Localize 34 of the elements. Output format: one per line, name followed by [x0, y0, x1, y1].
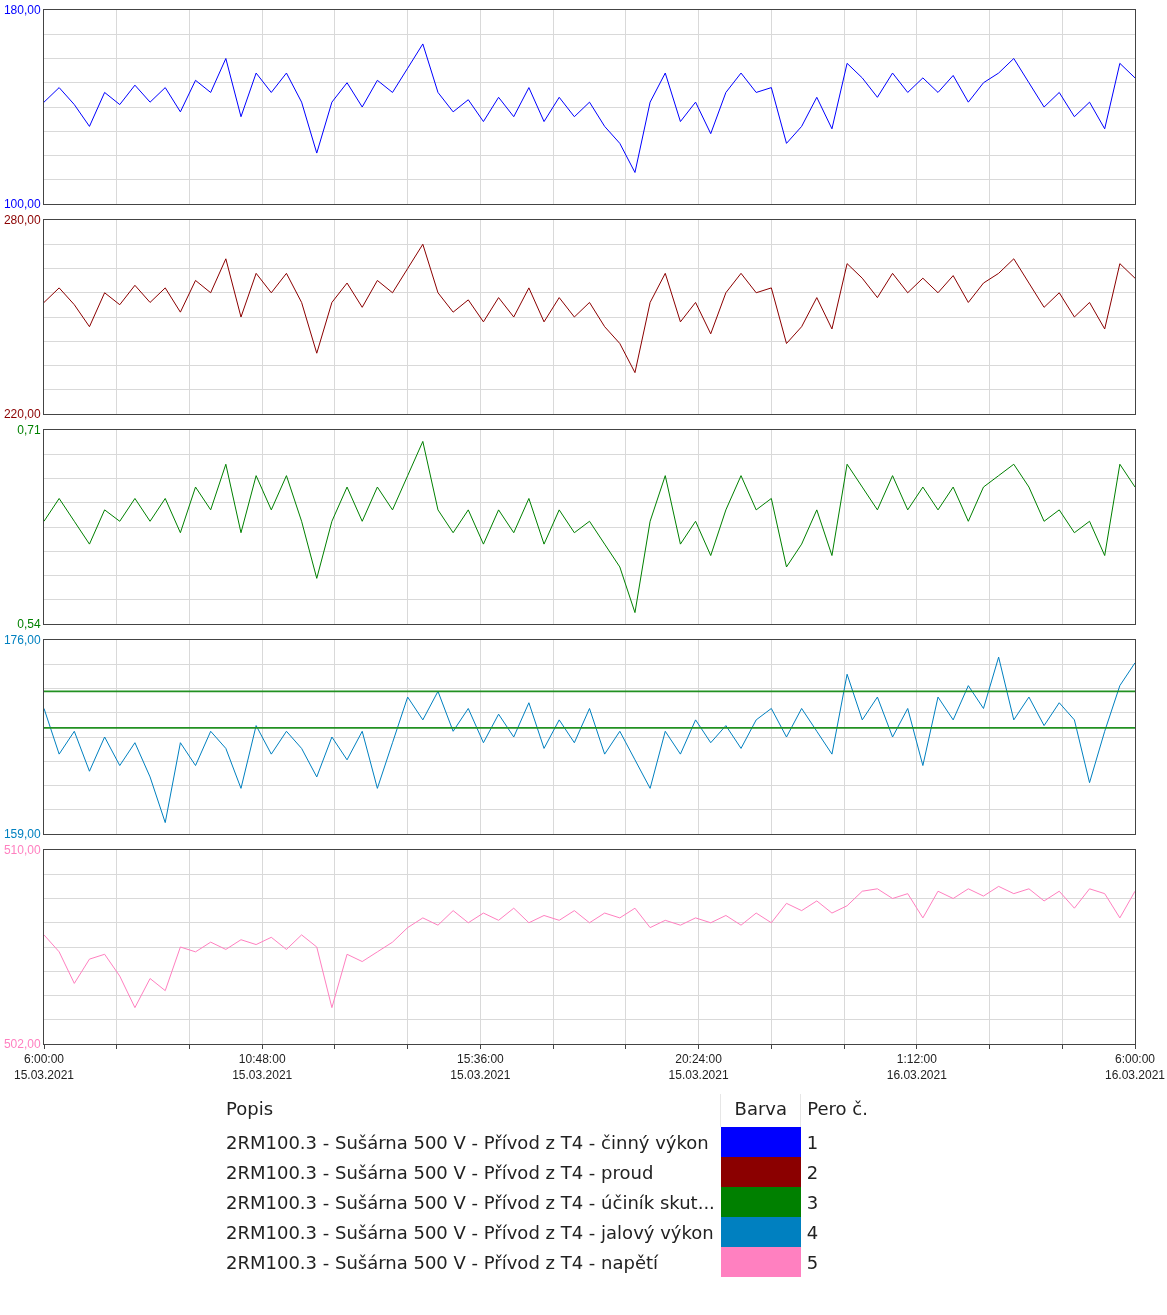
text: 4: [805, 1220, 820, 1245]
x-tick-label: 15:36:00 15.03.2021: [450, 1052, 511, 1082]
text: 3: [805, 1190, 820, 1215]
text: 2RM100.3 - Sušárna 500 V - Přívod z T4 - proud: [225, 1160, 655, 1185]
y-tick-label: 180,00: [3, 3, 41, 18]
text: 1: [805, 1130, 820, 1155]
legend-title: Popis: [225, 1097, 275, 1121]
text: Pero č.: [806, 1097, 869, 1121]
x-tick-label: 1:12:00 16.03.2021: [886, 1052, 948, 1082]
legend-label: 2RM100.3 - Sušárna 500 V - Přívod z T4 - účiník skut...: [225, 1190, 716, 1215]
y-tick-label: 220,00: [3, 407, 41, 422]
y-tick-label: 159,00: [3, 827, 41, 842]
legend-label: 2RM100.3 - Sušárna 500 V - Přívod z T4 - činný výkon: [225, 1130, 710, 1155]
line-series: [44, 440, 1135, 614]
x-tick-label: 6:00:00 15.03.2021: [13, 1052, 75, 1082]
text: 2RM100.3 - Sušárna 500 V - Přívod z T4 - napětí: [225, 1250, 660, 1275]
y-tick-label: 0,71: [17, 423, 41, 438]
x-tick-label: 20:24:00 15.03.2021: [668, 1052, 729, 1082]
text: 2: [805, 1160, 820, 1185]
line-series: [44, 656, 1135, 824]
y-tick-label: 100,00: [3, 197, 41, 212]
text: Barva: [720, 1094, 801, 1127]
line-series: [44, 43, 1135, 173]
y-tick-label: 280,00: [3, 213, 41, 228]
line-series: [44, 243, 1135, 374]
y-tick-label: 176,00: [3, 633, 41, 648]
y-tick-label: 510,00: [3, 843, 41, 858]
y-tick-label: 502,00: [3, 1037, 41, 1052]
text: 5: [805, 1250, 820, 1275]
line-series: [44, 885, 1135, 1009]
x-tick-label: 10:48:00 15.03.2021: [232, 1052, 293, 1082]
y-tick-label: 0,54: [17, 617, 41, 632]
legend-label: 2RM100.3 - Sušárna 500 V - Přívod z T4 - jalový výkon: [225, 1220, 715, 1245]
x-tick-label: 6:00:00 16.03.2021: [1104, 1052, 1166, 1082]
